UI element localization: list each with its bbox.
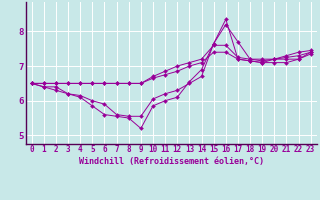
X-axis label: Windchill (Refroidissement éolien,°C): Windchill (Refroidissement éolien,°C) [79,157,264,166]
